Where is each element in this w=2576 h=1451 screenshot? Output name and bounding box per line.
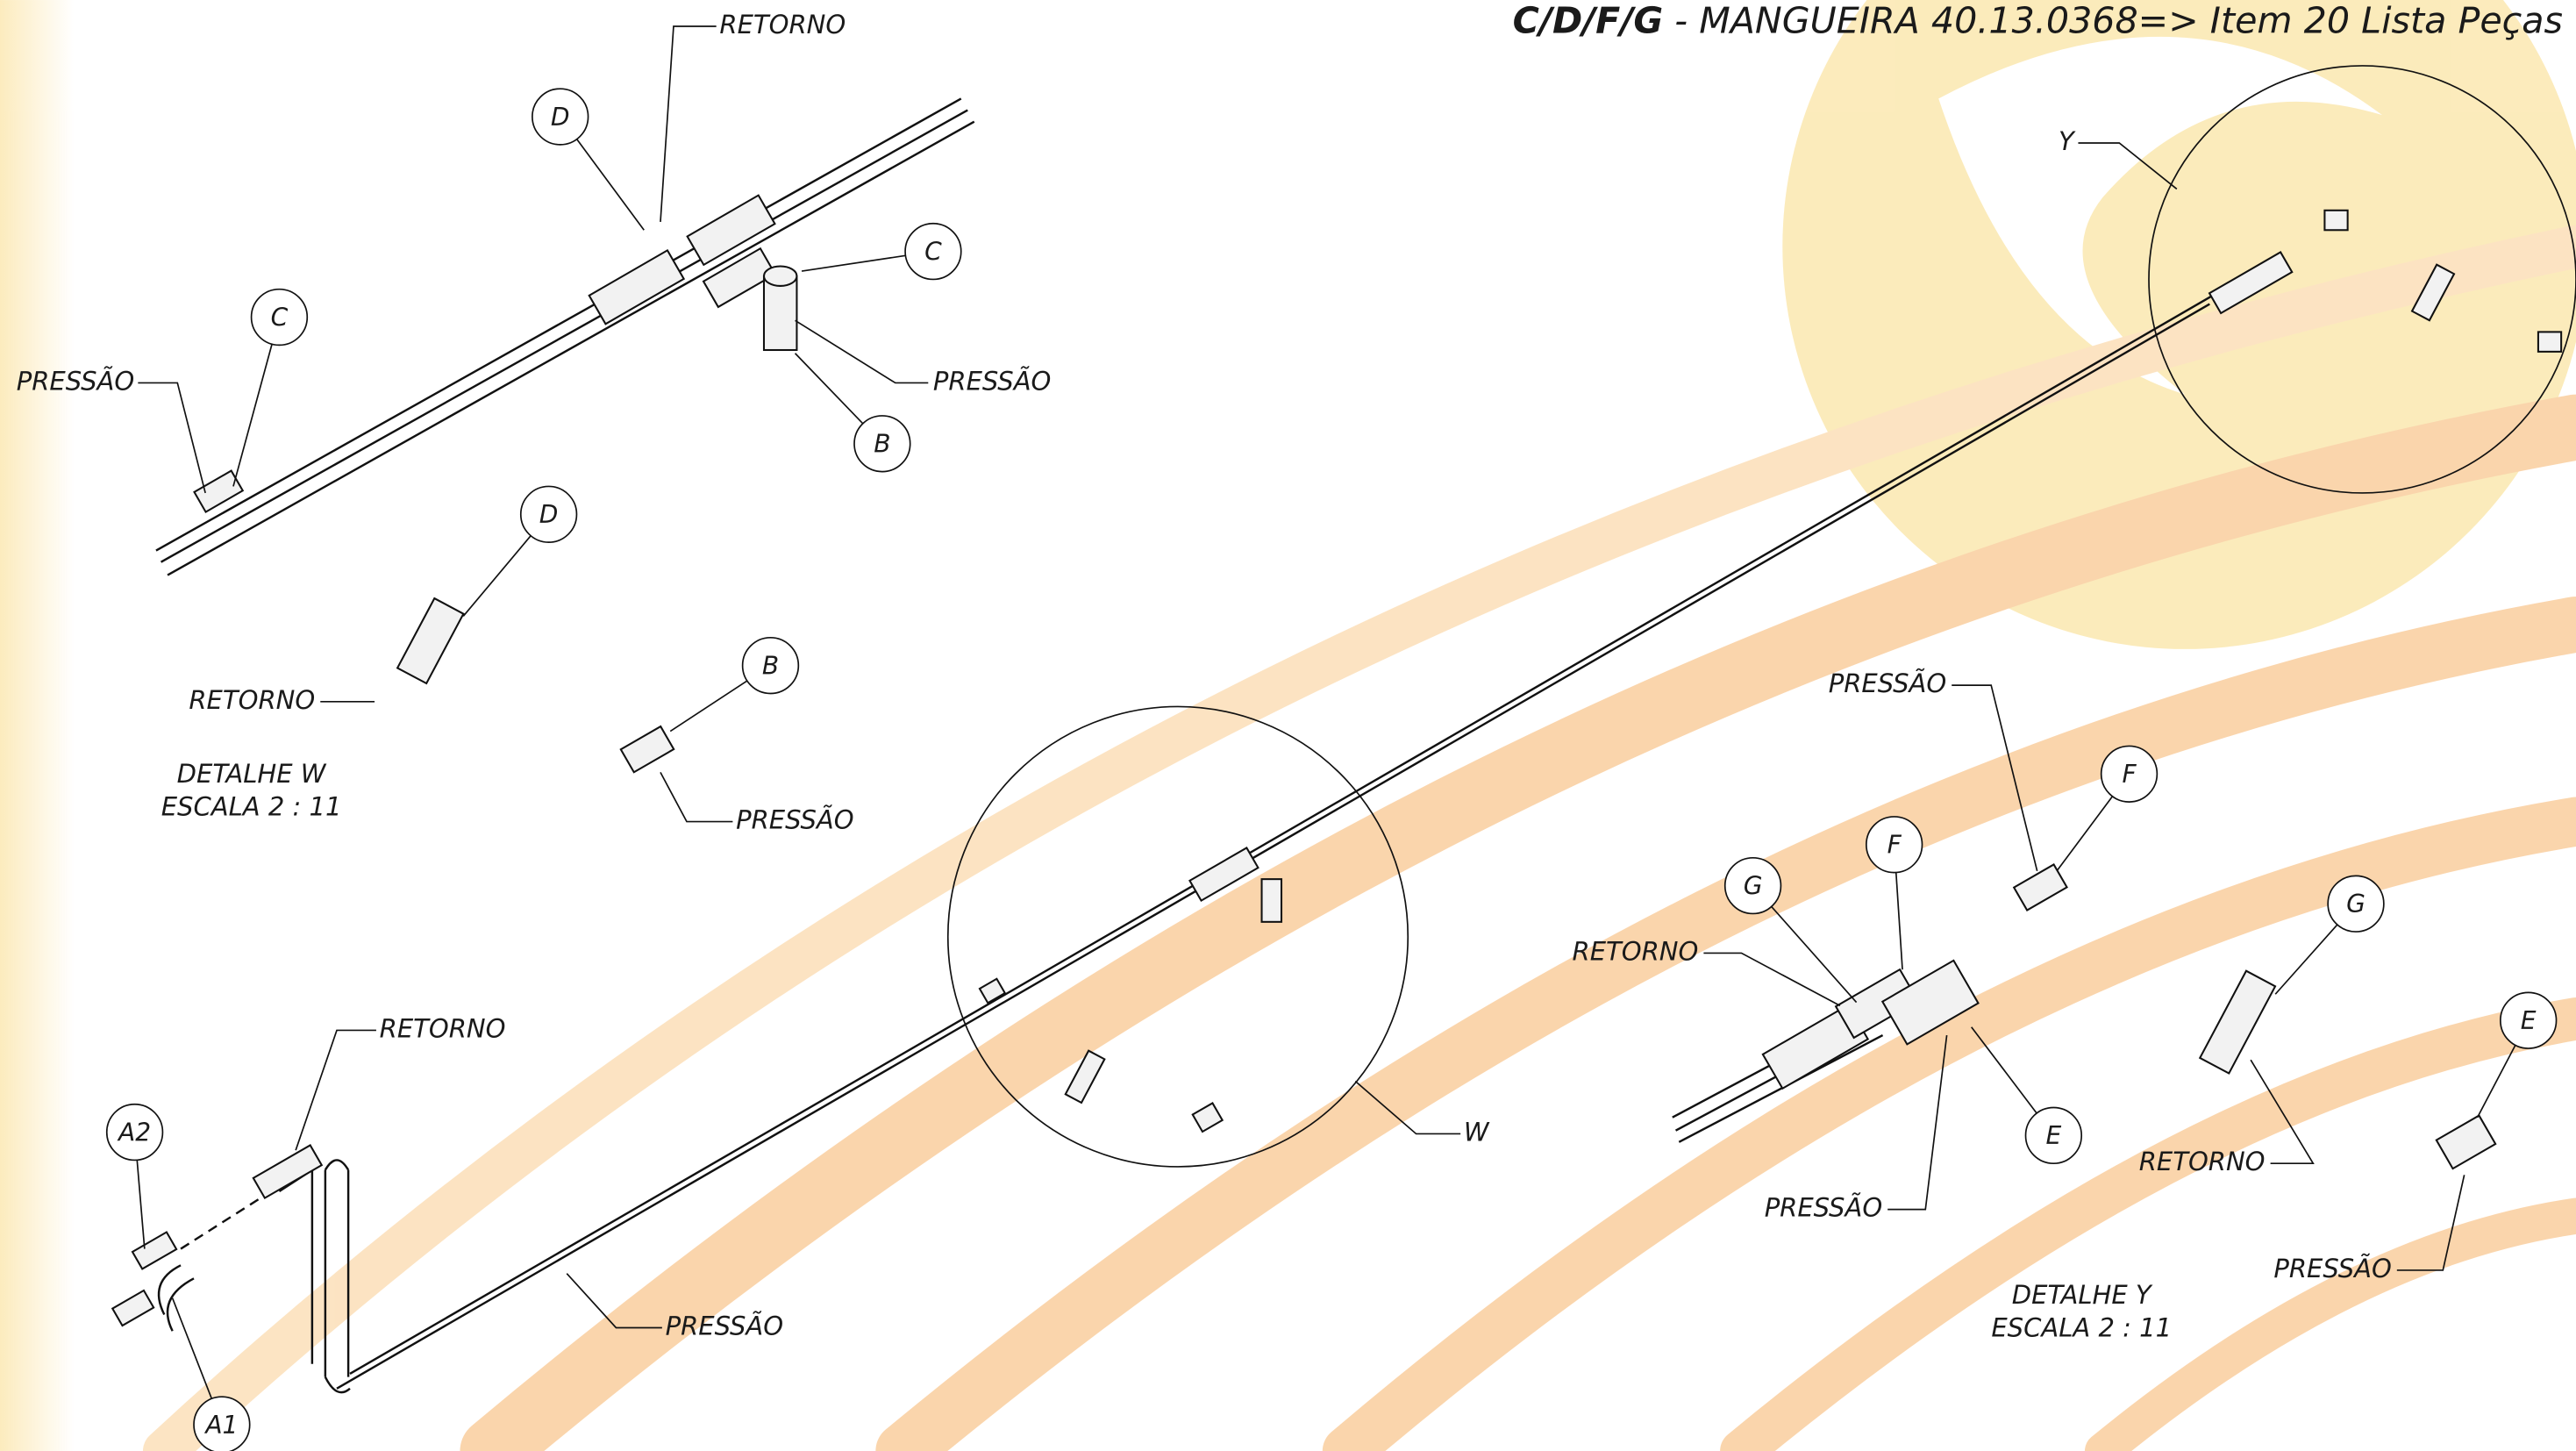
- note-label: PRESSÃO: [933, 366, 1051, 396]
- note-label: PRESSÃO: [2273, 1254, 2391, 1283]
- page-title: C/D/F/G - MANGUEIRA 40.13.0368=> Item 20…: [1513, 0, 2563, 41]
- callout-leader: [670, 681, 747, 731]
- label-leader: [660, 772, 732, 821]
- callout-letter: F: [2122, 760, 2137, 789]
- callout-letter: D: [539, 500, 559, 529]
- callout-leader: [802, 255, 905, 271]
- note-label: RETORNO: [2139, 1147, 2266, 1176]
- note-label: RETORNO: [719, 10, 846, 39]
- note-label: PRESSÃO: [666, 1311, 783, 1340]
- note-label: PRESSÃO: [1765, 1193, 1882, 1223]
- callout-letter: B: [762, 652, 779, 681]
- note-label: W: [1464, 1117, 1490, 1147]
- note-label: RETORNO: [380, 1013, 506, 1043]
- callout-letter: G: [1744, 871, 1763, 900]
- note-label: Y: [2059, 126, 2076, 156]
- callout-leader: [1896, 873, 1902, 970]
- callout-letter: D: [551, 103, 570, 132]
- detail-scale: ESCALA 2 : 11: [1991, 1312, 2172, 1342]
- label-leader: [296, 1030, 376, 1150]
- callout-leader: [463, 536, 531, 617]
- detail-scale: ESCALA 2 : 11: [161, 792, 342, 822]
- callout-leader: [2275, 925, 2337, 994]
- callout-leader: [796, 354, 863, 424]
- callout-leader: [1772, 906, 1857, 1002]
- callout-letter: B: [874, 430, 890, 459]
- callout-leader: [1972, 1027, 2037, 1113]
- label-leader: [138, 382, 205, 492]
- label-leader: [660, 26, 717, 222]
- callout-letter: E: [2521, 1006, 2537, 1035]
- callout-letter: C: [924, 237, 942, 266]
- note-label: RETORNO: [189, 685, 315, 715]
- callout-letter: A2: [117, 1118, 151, 1147]
- watermark: [0, 0, 2576, 1451]
- callout-letter: C: [271, 303, 289, 332]
- callout-leader: [137, 1160, 145, 1248]
- title-text: - MANGUEIRA 40.13.0368=> Item 20 Lista P…: [1663, 0, 2563, 41]
- note-label: PRESSÃO: [736, 805, 853, 835]
- note-label: RETORNO: [1573, 936, 1699, 966]
- callout-letter: F: [1887, 831, 1902, 860]
- callout-leader: [2057, 797, 2112, 871]
- callout-leader: [173, 1298, 212, 1399]
- callout-letter: E: [2045, 1121, 2061, 1150]
- detail-name: DETALHE W: [177, 759, 327, 789]
- detail-name: DETALHE Y: [2012, 1280, 2153, 1310]
- callout-letter: G: [2346, 890, 2365, 918]
- note-label: PRESSÃO: [1829, 668, 1946, 698]
- title-code: C/D/F/G: [1513, 0, 1664, 41]
- callout-leader: [577, 139, 645, 231]
- callout-leader: [233, 344, 272, 486]
- drawing: C/D/F/G - MANGUEIRA 40.13.0368=> Item 20…: [0, 0, 2576, 1451]
- callout-letter: A1: [203, 1411, 238, 1440]
- note-label: PRESSÃO: [17, 366, 134, 396]
